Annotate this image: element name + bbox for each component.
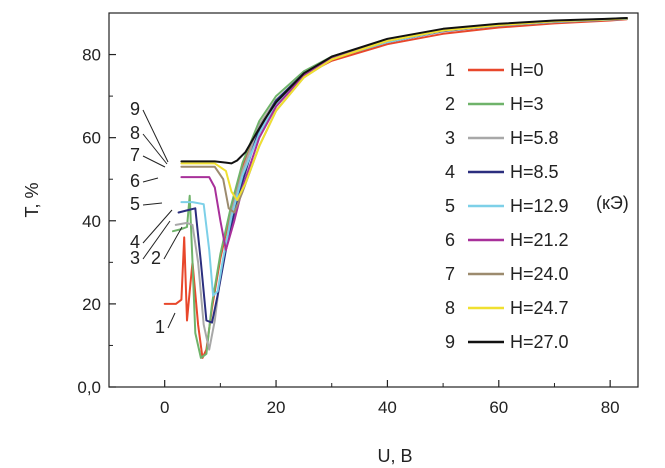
legend-label-8: H=24.7 (510, 298, 569, 318)
y-tick-label: 80 (82, 46, 101, 65)
curve-number-8: 8 (130, 123, 140, 143)
curve-number-1: 1 (155, 317, 165, 337)
legend-number-6: 6 (445, 230, 455, 250)
curve-pointer-6 (142, 177, 159, 183)
legend-number-4: 4 (445, 162, 455, 182)
curve-pointer-layer: 1 234 5 6 78 9 (130, 99, 183, 337)
series-line-9 (180, 17, 628, 165)
plot-frame (108, 12, 639, 388)
legend-label-6: H=21.2 (510, 230, 569, 250)
tick-layer: 0 20 40 60 80 0,0 20 40 60 80 (77, 46, 619, 417)
curve-pointer-7 (142, 155, 166, 168)
curve-pointer-5 (142, 202, 163, 206)
y-tick-label: 0,0 (77, 378, 101, 397)
legend-label-9: H=27.0 (510, 332, 569, 352)
legend-number-7: 7 (445, 264, 455, 284)
curve-number-5: 5 (130, 194, 140, 214)
y-tick-label: 60 (82, 129, 101, 148)
legend-unit-note: (кЭ) (596, 193, 629, 213)
x-axis-label: U, B (377, 446, 412, 466)
legend-label-7: H=24.0 (510, 264, 569, 284)
legend: 1 H=0 2 H=3 3 H=5.8 4 H=8.5 5 H=12.9 6 H=21.2 7 H=24.… (445, 60, 569, 352)
x-tick-label: 20 (267, 398, 286, 417)
curve-pointer-9 (142, 109, 169, 163)
legend-label-3: H=5.8 (510, 128, 559, 148)
x-tick-label: 80 (601, 398, 620, 417)
series-line-7 (180, 17, 628, 214)
legend-number-1: 1 (445, 60, 455, 80)
legend-number-8: 8 (445, 298, 455, 318)
legend-number-2: 2 (445, 94, 455, 114)
y-axis-label: T, % (22, 182, 42, 217)
series-line-8 (180, 17, 628, 201)
legend-number-3: 3 (445, 128, 455, 148)
curve-pointer-2 (163, 226, 183, 260)
y-tick-label: 20 (82, 295, 101, 314)
curve-number-9: 9 (130, 99, 140, 119)
legend-number-9: 9 (445, 332, 455, 352)
curve-number-7: 7 (130, 145, 140, 165)
legend-label-2: H=3 (510, 94, 544, 114)
legend-number-5: 5 (445, 196, 455, 216)
curve-number-2: 2 (151, 248, 161, 268)
curve-pointer-8 (142, 133, 168, 165)
curve-number-6: 6 (130, 171, 140, 191)
y-tick-label: 40 (82, 212, 101, 231)
series-layer (163, 17, 628, 359)
legend-label-4: H=8.5 (510, 162, 559, 182)
x-tick-label: 60 (489, 398, 508, 417)
legend-label-1: H=0 (510, 60, 544, 80)
legend-label-5: H=12.9 (510, 196, 569, 216)
x-tick-label: 40 (378, 398, 397, 417)
curve-pointer-4 (142, 209, 173, 244)
curve-pointer-1 (167, 312, 176, 329)
curve-number-4: 4 (130, 232, 140, 252)
curve-number-3: 3 (130, 248, 140, 268)
x-tick-label: 0 (160, 398, 169, 417)
curve-pointer-3 (142, 220, 171, 260)
